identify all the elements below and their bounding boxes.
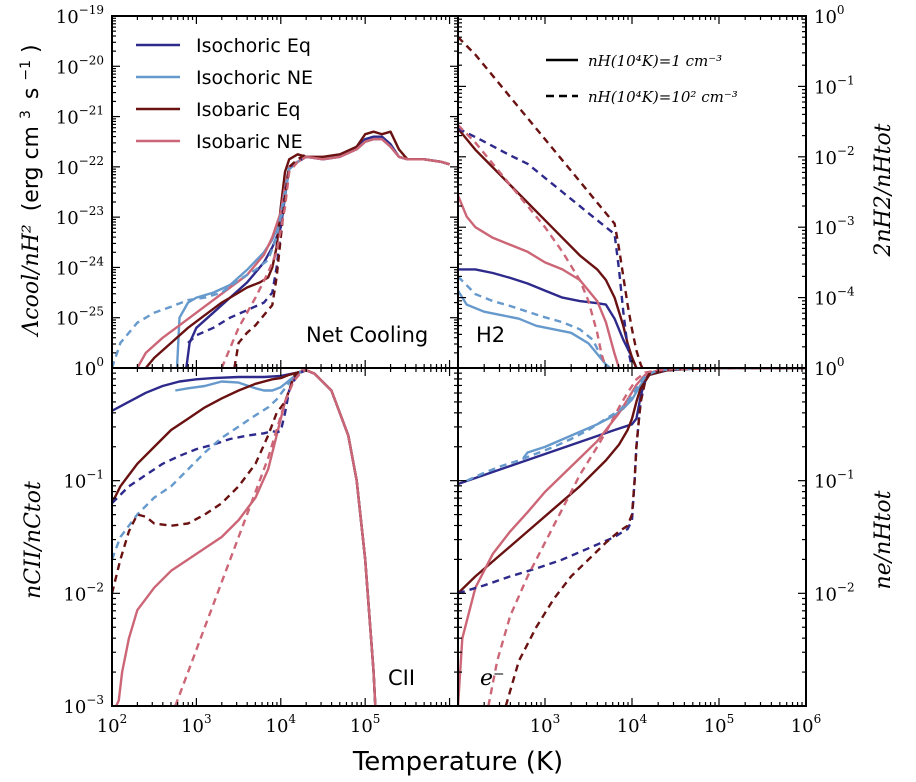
cii-series-3 (115, 369, 377, 706)
cii-series-7 (174, 369, 307, 706)
h2-series-3 (458, 195, 621, 368)
net-cooling-ylabel: Λcool/nH² (erg cm 3 s −1 ) (11, 44, 44, 337)
h2-series-1 (458, 289, 612, 368)
h2-series-6 (458, 36, 644, 368)
h2-ytick-label: 10−3 (814, 214, 855, 239)
cii-tag: CII (388, 666, 415, 690)
ticks-layer (111, 15, 807, 707)
electron-series-7 (487, 368, 806, 706)
net-cooling-ylabel-exp: 3 (18, 110, 34, 119)
h2-ytick-label: 10−1 (814, 73, 855, 98)
cii-ytick-label: 10−3 (63, 693, 104, 718)
labels-layer: 10−19 10−20 10−21 10−22 10−23 10−24 10−25 100 10… (56, 3, 855, 737)
density-legend-label: nH(10⁴K)=10² cm⁻³ (588, 88, 738, 106)
density-legend-label: nH(10⁴K)=1 cm⁻³ (588, 52, 722, 70)
electron-series-4 (458, 368, 806, 595)
cii-series-5 (112, 369, 307, 560)
h2-tag: H2 (476, 323, 505, 347)
net_cooling-series-4 (187, 155, 307, 344)
legend-label: Isochoric Eq (196, 35, 311, 57)
cii-ylabel-text: nCII/nCtot (21, 481, 46, 599)
electron-ytick-label: 100 (814, 355, 845, 380)
net_cooling-series-2 (144, 130, 450, 368)
net_cooling-ytick-label: 10−22 (56, 154, 104, 179)
cii-series-0 (112, 369, 377, 706)
cii-xtick-label: 105 (350, 712, 381, 737)
net_cooling-series-7 (220, 155, 307, 368)
svg-text:Λcool/nH² (erg cm: Λcool/nH² (erg cm 3 s −1 ) (11, 44, 44, 337)
electron-tag: e⁻ (480, 666, 505, 691)
net_cooling-ytick-label: 10−20 (56, 53, 104, 78)
electron-series-2 (458, 368, 806, 595)
cii-series-1 (175, 369, 377, 706)
cii-series-group (112, 369, 377, 706)
net-cooling-ylabel-s: s (19, 88, 44, 99)
h2-ylabel: 2nH2/nHtot (871, 123, 896, 257)
cii-ylabel: nCII/nCtot (21, 481, 46, 599)
net-cooling-ylabel-close: ) (19, 44, 44, 53)
h2-ytick-label: 10−4 (814, 285, 855, 310)
legend-label: Isobaric NE (196, 131, 303, 153)
net-cooling-ylabel-math: Λcool/nH² (19, 224, 44, 337)
net_cooling-series-group (112, 130, 450, 368)
electron-xtick-label: 106 (791, 712, 822, 737)
electron-series-group (458, 368, 806, 706)
cii-xtick-label: 104 (266, 712, 297, 737)
net_cooling-ytick-label: 10−19 (56, 3, 104, 28)
cii-ytick-label: 100 (73, 355, 104, 380)
cii-frame (111, 367, 459, 707)
h2-ytick-label: 100 (814, 3, 845, 28)
net_cooling-ytick-label: 10−23 (56, 204, 104, 229)
cii-ytick-label: 10−1 (63, 468, 104, 493)
electron-xtick-label: 104 (617, 712, 648, 737)
cii-series-2 (112, 369, 377, 706)
net-cooling-tag: Net Cooling (306, 323, 428, 347)
h2-series-0 (458, 268, 638, 368)
electron-xtick-label: 105 (704, 712, 735, 737)
electron-xtick-label: 103 (530, 712, 561, 737)
legend-label: Isochoric NE (196, 67, 313, 89)
h2-ytick-label: 10−2 (814, 144, 855, 169)
electron-ytick-label: 10−1 (814, 468, 855, 493)
h2-series-group (458, 36, 644, 368)
electron-ytick-label: 10−2 (814, 580, 855, 605)
electron-series-1 (522, 368, 806, 459)
h2-series-5 (458, 275, 608, 368)
x-axis-title: Temperature (K) (352, 747, 563, 777)
net-cooling-ylabel-unit: (erg cm (19, 126, 44, 211)
h2-series-4 (458, 127, 634, 368)
cii-xtick-label: 103 (181, 712, 212, 737)
electron-series-5 (466, 368, 806, 482)
net_cooling-series-5 (112, 155, 307, 368)
net_cooling-ytick-label: 10−24 (56, 254, 105, 279)
electron-series-6 (504, 368, 806, 706)
series-legend: Isochoric Eq Isochoric NE Isobaric Eq Isoba… (136, 35, 313, 153)
net_cooling-series-6 (233, 153, 307, 368)
legend-label: Isobaric Eq (196, 99, 300, 121)
cii-ytick-label: 10−2 (63, 580, 104, 605)
cii-xtick-label: 102 (97, 712, 128, 737)
net_cooling-ytick-label: 10−25 (56, 305, 104, 330)
h2-series-7 (458, 124, 608, 368)
cii-series-6 (112, 369, 307, 594)
h2-ylabel-text: 2nH2/nHtot (871, 123, 896, 257)
net-cooling-ylabel-exp2: −1 (18, 60, 34, 81)
density-legend: nH(10⁴K)=1 cm⁻³ nH(10⁴K)=10² cm⁻³ (546, 52, 738, 106)
electron-ylabel: ne/nHtot (871, 490, 896, 589)
series-layer (112, 36, 806, 706)
net_cooling-ytick-label: 10−21 (56, 104, 104, 129)
electron-ylabel-text: ne/nHtot (871, 490, 896, 589)
